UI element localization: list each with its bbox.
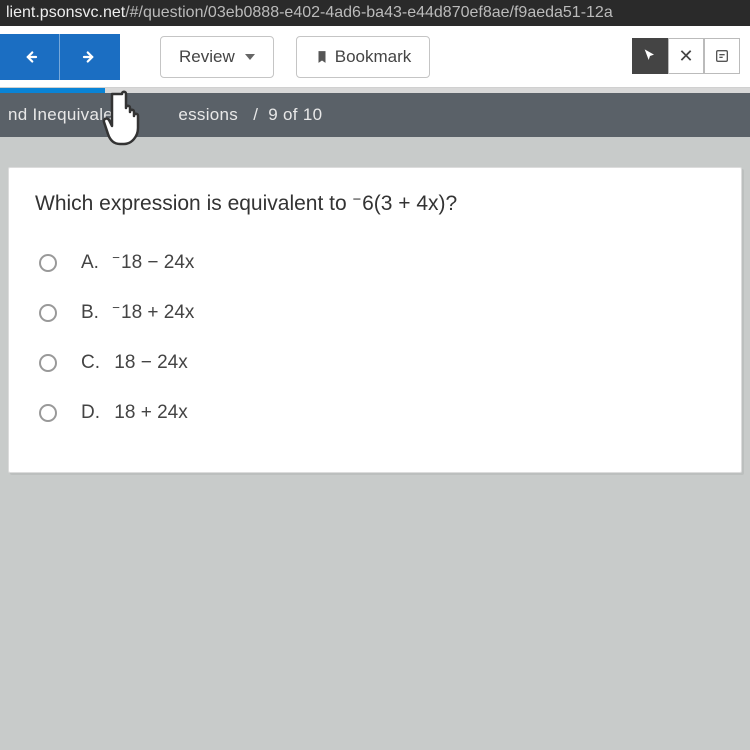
arrow-right-icon [81, 48, 99, 66]
option-body: A. −18 − 24x [81, 252, 194, 274]
url-host: lient.psonsvc.net [6, 4, 125, 21]
note-icon [714, 48, 730, 64]
content: Which expression is equivalent to −6(3 +… [0, 137, 750, 473]
radio-icon [39, 354, 57, 372]
option-neg: − [112, 300, 120, 315]
option-neg: − [112, 250, 120, 265]
url-bar: lient.psonsvc.net/#/question/03eb0888-e4… [0, 0, 750, 26]
nav-buttons [0, 34, 120, 80]
stem-neg: − [353, 192, 362, 208]
option-text: 18 + 24x [114, 402, 187, 423]
close-tool[interactable]: ✕ [668, 38, 704, 74]
bookmark-label: Bookmark [335, 47, 412, 67]
option-body: C. 18 − 24x [81, 352, 188, 374]
bookmark-icon [315, 49, 329, 65]
chevron-down-icon [245, 54, 255, 60]
option-c[interactable]: C. 18 − 24x [35, 338, 715, 388]
review-label: Review [179, 47, 235, 67]
option-letter: D. [81, 402, 100, 423]
question-card: Which expression is equivalent to −6(3 +… [8, 167, 742, 473]
option-b[interactable]: B. −18 + 24x [35, 288, 715, 338]
note-tool[interactable] [704, 38, 740, 74]
back-button[interactable] [0, 34, 60, 80]
bookmark-button[interactable]: Bookmark [296, 36, 431, 78]
option-body: D. 18 + 24x [81, 402, 188, 424]
stem-expr: 6(3 + 4x)? [362, 192, 457, 215]
option-body: B. −18 + 24x [81, 302, 194, 324]
option-text: 18 − 24x [114, 352, 187, 373]
close-icon: ✕ [678, 46, 693, 67]
option-a[interactable]: A. −18 − 24x [35, 238, 715, 288]
breadcrumb-left: nd Inequivale [8, 105, 113, 124]
pointer-tool[interactable] [632, 38, 668, 74]
option-letter: A. [81, 252, 99, 273]
option-text: 18 − 24x [121, 252, 194, 273]
breadcrumb: nd Inequivale essions / 9 of 10 [0, 93, 750, 137]
forward-button[interactable] [60, 34, 120, 80]
option-d[interactable]: D. 18 + 24x [35, 388, 715, 438]
cursor-icon [642, 48, 658, 64]
toolbar: Review Bookmark ✕ [0, 26, 750, 88]
review-button[interactable]: Review [160, 36, 274, 78]
radio-icon [39, 254, 57, 272]
url-path: /#/question/03eb0888-e402-4ad6-ba43-e44d… [125, 4, 613, 21]
breadcrumb-mid: essions [178, 105, 238, 124]
question-stem: Which expression is equivalent to −6(3 +… [35, 192, 715, 216]
breadcrumb-progress: 9 of 10 [268, 105, 322, 124]
radio-icon [39, 404, 57, 422]
option-text: 18 + 24x [121, 302, 194, 323]
arrow-left-icon [21, 48, 39, 66]
option-letter: B. [81, 302, 99, 323]
option-letter: C. [81, 352, 100, 373]
right-tools: ✕ [632, 38, 740, 74]
breadcrumb-sep: / [253, 105, 258, 124]
radio-icon [39, 304, 57, 322]
stem-prefix: Which expression is equivalent to [35, 192, 353, 215]
